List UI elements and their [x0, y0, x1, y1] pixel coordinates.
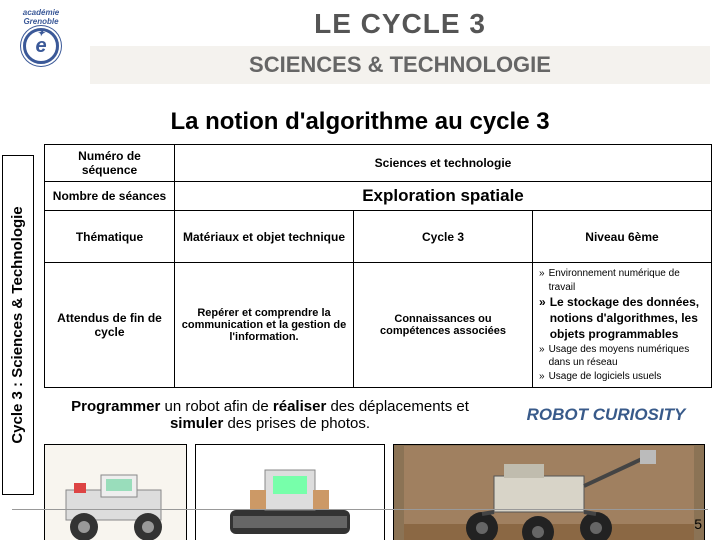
robot-image-1	[44, 444, 187, 540]
cell-cycle: Cycle 3	[354, 211, 533, 263]
program-span: des prises de photos.	[223, 415, 370, 432]
slide: académie Grenoble ✦ e LE CYCLE 3 SCIENCE…	[0, 0, 720, 540]
academy-logo: académie Grenoble ✦ e	[6, 8, 76, 64]
cell-theme-label: Thématique	[45, 211, 175, 263]
content-area: Numéro de séquence Sciences et technolog…	[44, 144, 712, 540]
outcome-text: Environnement numérique de travail	[549, 267, 705, 294]
arrow-icon: »	[539, 343, 545, 370]
cell-outcome-label: Attendus de fin de cycle	[45, 263, 175, 388]
curiosity-rover-icon	[404, 446, 694, 540]
section-title: La notion d'algorithme au cycle 3	[0, 108, 720, 136]
logo-bottom: Grenoble	[6, 17, 76, 26]
robot-image-curiosity	[393, 444, 705, 540]
outcome-text: Usage de logiciels usuels	[549, 370, 662, 384]
footer-divider	[12, 509, 708, 510]
cell-seq-value: Sciences et technologie	[175, 145, 712, 182]
side-label: Cycle 3 : Sciences & Technologie	[2, 155, 34, 495]
cell-outcome-mid: Repérer et comprendre la communication e…	[175, 263, 354, 388]
program-bold: simuler	[170, 415, 223, 432]
program-bold: Programmer	[71, 398, 160, 415]
cell-sessions-value: Exploration spatiale	[175, 182, 712, 211]
logo-top: académie	[6, 8, 76, 17]
program-span: un robot afin de	[160, 398, 273, 415]
nxt-robot-icon	[205, 450, 375, 540]
robots-row	[44, 444, 712, 540]
cell-seq-label: Numéro de séquence	[45, 145, 175, 182]
program-text: Programmer un robot afin de réaliser des…	[44, 392, 500, 438]
cell-level: Niveau 6ème	[533, 211, 712, 263]
logo-circle-icon: ✦ e	[23, 28, 59, 64]
program-bold: réaliser	[273, 398, 326, 415]
list-item: »Le stockage des données, notions d'algo…	[539, 294, 705, 343]
arrow-icon: »	[539, 370, 545, 384]
program-span: des déplacements et	[326, 398, 469, 415]
list-item: » Usage de logiciels usuels	[539, 370, 705, 384]
cell-theme-mid: Matériaux et objet technique	[175, 211, 354, 263]
arrow-icon: »	[539, 294, 546, 343]
cell-sessions-label: Nombre de séances	[45, 182, 175, 211]
header: LE CYCLE 3 SCIENCES & TECHNOLOGIE	[90, 8, 710, 84]
list-item: »Usage des moyens numériques dans un rés…	[539, 343, 705, 370]
info-table: Numéro de séquence Sciences et technolog…	[44, 144, 712, 388]
cell-knowledge: Connaissances ou compétences associées	[354, 263, 533, 388]
cell-outcomes-list: »Environnement numérique de travail »Le …	[533, 263, 712, 388]
outcomes-list: »Environnement numérique de travail »Le …	[539, 267, 705, 383]
page-number: 5	[694, 516, 702, 532]
arrow-icon: »	[539, 267, 545, 294]
list-item: »Environnement numérique de travail	[539, 267, 705, 294]
robot-image-2	[195, 444, 385, 540]
robot-label: ROBOT CURIOSITY	[500, 405, 712, 425]
outcome-text: Le stockage des données, notions d'algor…	[550, 294, 705, 343]
laurel-icon: ✦	[37, 28, 45, 39]
below-row: Programmer un robot afin de réaliser des…	[44, 392, 712, 438]
title-main: LE CYCLE 3	[90, 8, 710, 40]
title-sub: SCIENCES & TECHNOLOGIE	[90, 46, 710, 84]
outcome-text: Usage des moyens numériques dans un rése…	[549, 343, 705, 370]
lego-robot-icon	[56, 455, 176, 540]
